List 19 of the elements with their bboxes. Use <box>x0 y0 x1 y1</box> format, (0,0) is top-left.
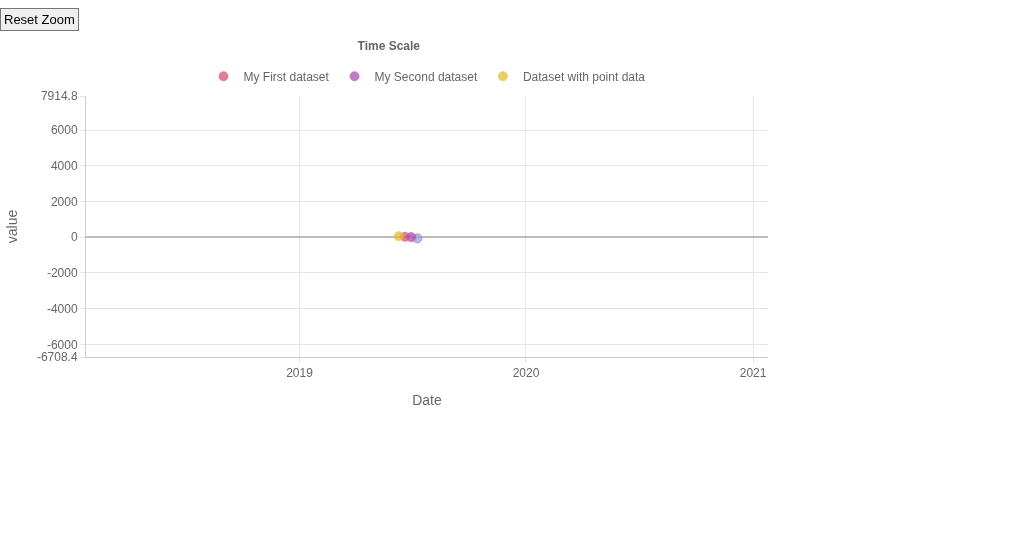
y-tick-label: 4000 <box>50 159 78 174</box>
y-tick-label: 7914.8 <box>40 89 78 104</box>
y-tick-label: 6000 <box>50 123 78 138</box>
y-tick-label: 2000 <box>50 194 78 209</box>
y-tick-label: -4000 <box>46 301 78 316</box>
x-tick-label: 2020 <box>512 366 540 381</box>
y-tick-label: -6708.4 <box>36 350 78 365</box>
x-axis-title: Date <box>412 391 442 408</box>
text: Reset Zoom <box>4 12 75 27</box>
y-tick-label: 0 <box>70 230 78 245</box>
legend-label: Dataset with point data <box>522 69 646 84</box>
legend-label: My Second dataset <box>374 69 478 84</box>
y-tick-label: -6000 <box>46 337 78 352</box>
y-axis-title: value <box>4 209 21 244</box>
chart-title: Time Scale <box>357 39 421 54</box>
legend-label: My First dataset <box>243 69 330 84</box>
x-tick-label: 2019 <box>286 366 314 381</box>
y-tick-label: -2000 <box>46 266 78 281</box>
x-tick-label: 2021 <box>739 366 767 381</box>
